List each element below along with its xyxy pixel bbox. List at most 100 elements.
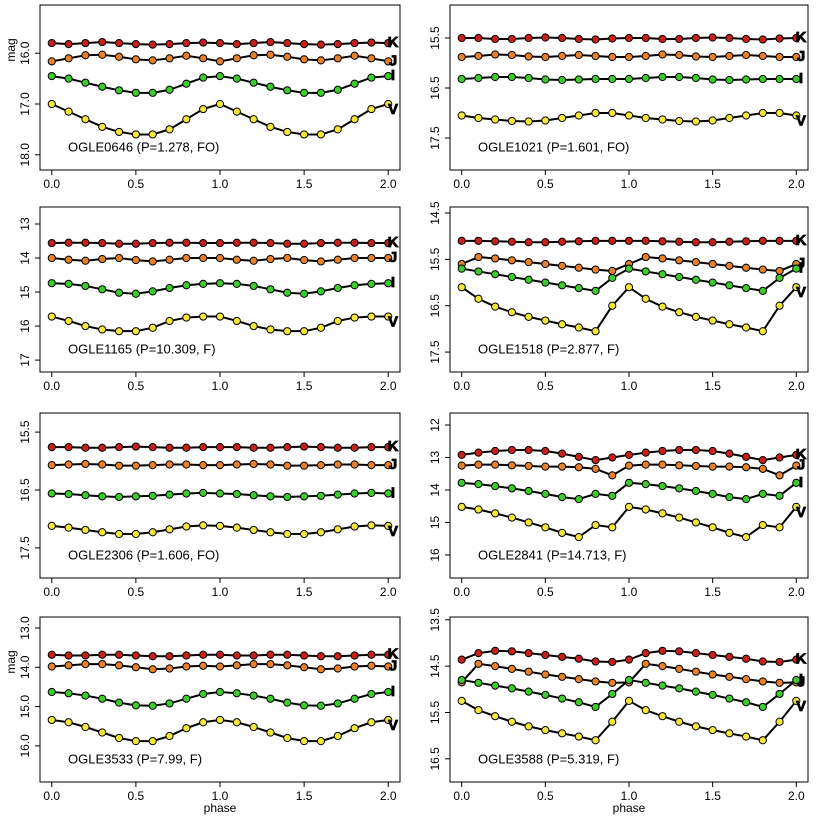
data-point — [215, 461, 225, 470]
legend-entry: J — [389, 249, 397, 266]
data-point — [658, 446, 667, 456]
data-point — [624, 111, 634, 120]
data-point — [131, 461, 140, 470]
data-point — [131, 39, 140, 49]
data-point — [708, 446, 717, 456]
data-point — [708, 523, 717, 532]
data-point — [114, 86, 124, 95]
data-point — [182, 281, 191, 290]
data-point — [367, 521, 376, 530]
data-point — [367, 718, 376, 727]
data-point — [725, 528, 734, 537]
data-point — [457, 33, 466, 43]
data-point — [541, 462, 550, 471]
data-point — [266, 37, 275, 47]
data-point — [47, 279, 56, 288]
data-point — [333, 238, 342, 247]
data-point — [541, 725, 550, 735]
data-point — [691, 461, 701, 471]
data-point — [384, 461, 393, 470]
data-point — [792, 236, 801, 245]
data-point — [725, 672, 734, 681]
data-point — [81, 459, 90, 469]
data-point — [641, 649, 650, 658]
data-point — [333, 731, 342, 741]
data-point — [691, 73, 701, 83]
data-point — [691, 486, 701, 496]
data-point — [266, 728, 275, 737]
data-point — [775, 717, 784, 726]
data-point — [792, 502, 801, 511]
data-point — [758, 35, 767, 44]
data-point — [81, 78, 90, 87]
data-point — [232, 523, 241, 532]
data-point — [591, 657, 600, 666]
legend-entry: V — [796, 504, 806, 521]
y-tick-label: 16 — [428, 548, 442, 562]
data-point — [574, 732, 583, 741]
data-point — [114, 52, 124, 61]
data-point — [658, 72, 667, 82]
y-tick-label: 15.0 — [18, 695, 32, 719]
data-point — [384, 253, 393, 263]
data-point — [658, 646, 667, 655]
x-tick-label: 0.0 — [453, 379, 470, 393]
data-point — [557, 652, 567, 661]
data-point — [608, 266, 617, 276]
data-point — [758, 677, 767, 686]
data-point — [742, 111, 751, 120]
data-point — [608, 34, 617, 43]
data-point — [775, 453, 784, 462]
data-point — [574, 532, 583, 542]
data-point — [624, 264, 634, 273]
data-point — [507, 461, 516, 470]
y-tick-label: 16.5 — [428, 76, 442, 100]
data-point — [725, 320, 734, 329]
data-point — [215, 38, 225, 48]
data-point — [165, 125, 174, 134]
data-point — [165, 443, 174, 452]
data-point — [148, 461, 157, 470]
data-point — [725, 113, 734, 123]
data-point — [367, 238, 376, 248]
data-point — [658, 115, 667, 124]
data-point — [266, 254, 275, 264]
data-point — [474, 505, 483, 514]
data-point — [675, 445, 684, 455]
data-point — [742, 34, 751, 44]
data-point — [574, 452, 583, 461]
data-point — [232, 279, 241, 288]
data-point — [182, 662, 191, 671]
data-point — [742, 237, 751, 246]
data-point — [333, 54, 342, 63]
data-point — [283, 529, 292, 539]
data-point — [608, 453, 617, 462]
y-tick-label: 13 — [428, 451, 442, 465]
data-point — [758, 489, 767, 498]
data-point — [215, 489, 225, 498]
data-point — [249, 78, 258, 87]
data-point — [384, 715, 393, 725]
data-point — [641, 73, 650, 83]
data-point — [47, 461, 56, 470]
data-point — [333, 443, 342, 452]
data-point — [283, 239, 292, 248]
data-point — [165, 525, 174, 534]
data-point — [792, 696, 801, 705]
x-tick-label: 2.0 — [788, 789, 805, 803]
y-tick-label: 15.5 — [428, 26, 442, 50]
data-point — [591, 265, 600, 274]
data-point — [64, 460, 73, 469]
y-tick-label: 14 — [428, 483, 442, 497]
x-tick-label: 0.5 — [537, 585, 554, 599]
data-point — [658, 50, 667, 59]
data-point — [574, 75, 583, 84]
data-point — [283, 52, 292, 61]
data-point — [316, 40, 326, 49]
data-point — [333, 460, 342, 469]
data-point — [384, 238, 393, 248]
y-tick-label: 17.5 — [18, 536, 32, 560]
data-point — [541, 52, 550, 62]
y-tick-label: 14 — [18, 251, 32, 265]
data-point — [742, 675, 751, 684]
